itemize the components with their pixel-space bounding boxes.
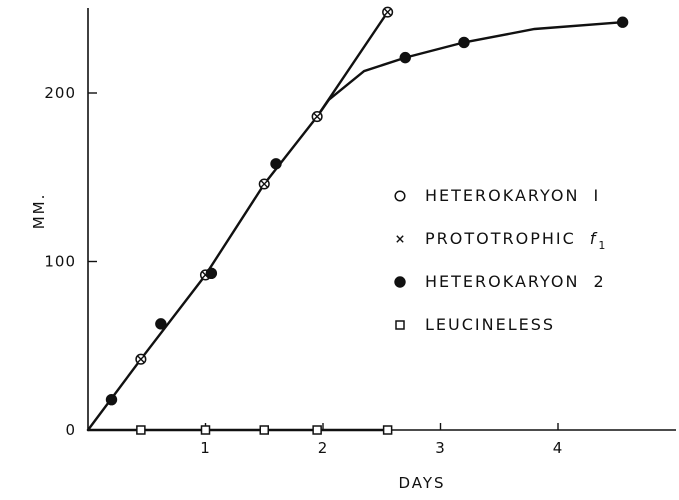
heterokaryon-2-point xyxy=(155,318,167,330)
cross-stroke xyxy=(396,235,404,243)
legend-label-suffix: f xyxy=(590,229,598,248)
y-tick-label: 0 xyxy=(65,421,76,439)
legend-label: HETEROKARYON 2 xyxy=(425,272,606,291)
legend-item: PROTOTROPHIC f1 xyxy=(396,229,607,252)
prototrophic-f1-point xyxy=(260,180,268,188)
leucineless-point xyxy=(259,425,269,435)
heterokaryon-2-point xyxy=(399,51,411,64)
legend-label: HETEROKARYON I xyxy=(425,186,600,205)
leucineless-point xyxy=(312,425,322,435)
prototrophic-f1-point xyxy=(383,8,392,16)
legend-label-suffix: I xyxy=(593,186,600,205)
shared-growth-curve xyxy=(86,98,331,432)
prototrophic-f1-point xyxy=(313,112,321,121)
y-tick-label: 100 xyxy=(44,253,76,271)
curves xyxy=(86,10,624,432)
legend-item: LEUCINELESS xyxy=(395,315,555,334)
heterokaryon-2-point xyxy=(205,267,218,279)
markers xyxy=(105,6,629,435)
legend-item: HETEROKARYON I xyxy=(394,186,600,205)
x-tick-label: 1 xyxy=(200,439,211,457)
heterokaryon-2-point xyxy=(616,16,629,28)
leucineless-point xyxy=(136,425,146,435)
legend-item: HETEROKARYON 2 xyxy=(394,272,606,291)
cross-stroke xyxy=(137,355,145,363)
y-tick-label: 200 xyxy=(44,84,76,102)
y-axis-label: MM. xyxy=(30,193,48,230)
legend-label: LEUCINELESS xyxy=(425,315,555,334)
x-tick-label: 2 xyxy=(318,439,329,457)
legend-label-suffix: 2 xyxy=(593,272,605,291)
legend: HETEROKARYON I PROTOTROPHIC f1 HETEROKARYON 2… xyxy=(394,186,607,334)
x-axis-label: DAYS xyxy=(398,474,445,492)
heterokaryon-2-point xyxy=(105,393,118,406)
cross-stroke xyxy=(383,8,392,16)
heterokaryon-1-branch xyxy=(315,10,389,118)
prototrophic-f1-point xyxy=(137,355,145,363)
legend-label-subscript: 1 xyxy=(598,239,607,252)
heterokaryon-2-branch xyxy=(327,21,624,101)
legend-marker-heterokaryon-2 xyxy=(394,276,406,288)
cross-stroke xyxy=(313,112,321,121)
legend-label: PROTOTROPHIC f1 xyxy=(425,229,607,252)
x-tick-label: 3 xyxy=(435,439,446,457)
legend-marker-heterokaryon-1 xyxy=(394,190,406,202)
leucineless-point xyxy=(382,425,393,435)
heterokaryon-2-point xyxy=(458,36,470,49)
cross-stroke xyxy=(260,180,268,188)
x-tick-label: 4 xyxy=(553,439,564,457)
leucineless-point xyxy=(200,425,211,435)
heterokaryon-2-point xyxy=(270,158,282,170)
legend-marker-prototrophic-f1 xyxy=(396,235,404,243)
legend-marker-leucineless xyxy=(395,320,405,330)
